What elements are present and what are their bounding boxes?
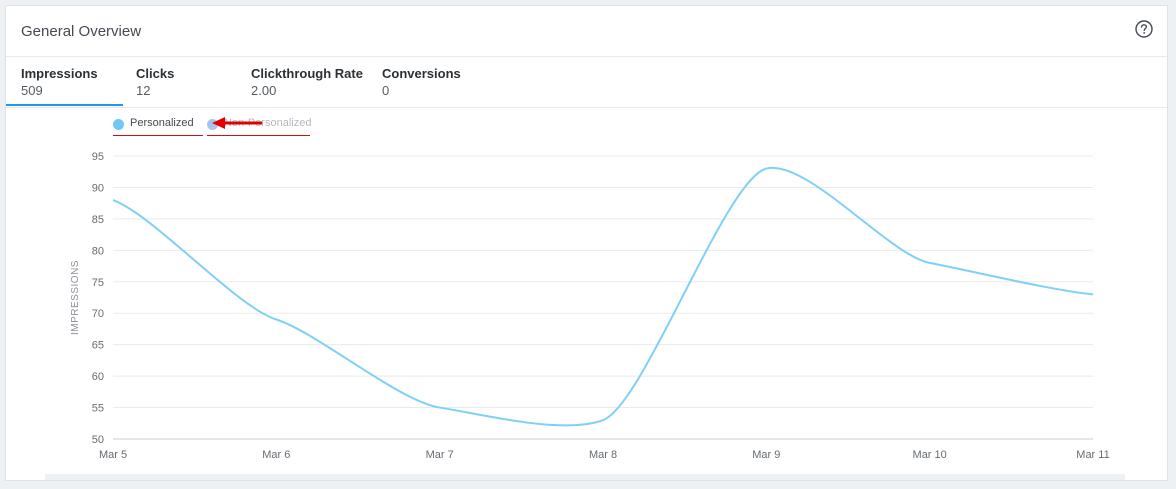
y-tick-label: 90 xyxy=(92,182,104,194)
x-tick-label: Mar 5 xyxy=(99,449,127,461)
tab-label: Conversions xyxy=(382,66,461,81)
tab-conversions[interactable]: Conversions 0 xyxy=(382,57,482,106)
tab-label: Clickthrough Rate xyxy=(251,66,363,81)
x-tick-label: Mar 9 xyxy=(752,449,780,461)
legend-item-non-personalized[interactable]: Non-Personalized xyxy=(207,116,312,136)
red-arrow-annotation-icon xyxy=(212,117,262,129)
x-tick-label: Mar 11 xyxy=(1076,449,1109,461)
legend-dot-non-personalized xyxy=(207,119,218,130)
metric-tabs: Impressions 509 Clicks 12 Clickthrough R… xyxy=(6,57,1167,108)
x-tick-label: Mar 8 xyxy=(589,449,617,461)
question-circle-icon[interactable] xyxy=(1135,20,1153,38)
y-tick-label: 95 xyxy=(92,151,104,163)
x-tick-label: Mar 6 xyxy=(262,449,290,461)
y-tick-label: 65 xyxy=(92,340,104,352)
tab-value: 509 xyxy=(21,83,43,98)
legend-dot-personalized xyxy=(113,119,124,130)
card-header: General Overview xyxy=(6,6,1167,57)
legend-label: Non-Personalized xyxy=(224,117,312,129)
tab-impressions[interactable]: Impressions 509 xyxy=(6,57,123,106)
legend-label: Personalized xyxy=(130,117,194,129)
y-tick-label: 75 xyxy=(92,277,104,289)
legend-item-personalized[interactable]: Personalized xyxy=(113,116,203,136)
y-tick-label: 80 xyxy=(92,245,104,257)
card-title: General Overview xyxy=(21,23,142,40)
series-line-personalized xyxy=(112,166,1094,427)
y-tick-label: 55 xyxy=(92,403,104,415)
tab-value: 2.00 xyxy=(251,83,277,98)
tab-clicks[interactable]: Clicks 12 xyxy=(136,57,236,106)
y-tick-label: 85 xyxy=(92,214,104,226)
horizontal-scrollbar[interactable] xyxy=(45,474,1125,480)
y-axis-label: IMPRESSIONS xyxy=(70,260,81,335)
x-tick-label: Mar 7 xyxy=(426,449,454,461)
general-overview-card: General Overview Impressions 509 Clicks … xyxy=(5,5,1168,481)
tab-value: 0 xyxy=(382,83,390,98)
tab-label: Impressions xyxy=(21,66,98,81)
x-tick-label: Mar 10 xyxy=(913,449,947,461)
y-tick-label: 70 xyxy=(92,308,104,320)
tab-clickthrough-rate[interactable]: Clickthrough Rate 2.00 xyxy=(251,57,371,106)
y-tick-label: 50 xyxy=(92,434,104,446)
tab-value: 12 xyxy=(136,83,151,98)
y-tick-label: 60 xyxy=(92,371,104,383)
tab-label: Clicks xyxy=(136,66,175,81)
